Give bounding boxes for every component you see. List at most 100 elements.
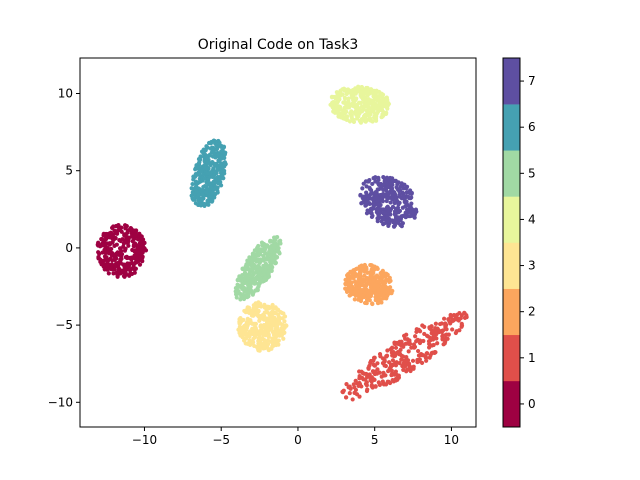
scatter-point [372,355,377,360]
scatter-point [202,176,207,181]
scatter-point [364,388,370,394]
scatter-point [133,233,138,238]
scatter-point [118,246,123,251]
scatter-point [105,259,110,264]
scatter-point [343,277,348,282]
scatter-point [391,224,397,229]
scatter-point [277,333,282,338]
scatter-point [254,306,259,312]
scatter-point [215,145,220,150]
plot-frame [79,57,477,428]
scatter-point [369,379,374,384]
scatter-point [347,279,352,284]
scatter-point [427,335,433,340]
scatter-point [201,201,207,207]
scatter-point [261,258,266,263]
scatter-point [257,252,263,257]
scatter-point [234,295,239,300]
scatter-point [369,190,374,195]
scatter-point [403,341,408,346]
scatter-point [373,384,378,389]
scatter-point [353,289,358,294]
scatter-point [262,346,267,351]
colorbar-segment [503,288,520,336]
scatter-point [109,262,115,267]
scatter-point [409,201,414,206]
scatter-point [348,269,353,274]
scatter-point [404,355,409,360]
scatter-point [199,169,204,174]
scatter-point [364,371,369,377]
scatter-point [390,196,395,202]
scatter-point [404,358,409,363]
scatter-point [215,190,220,195]
scatter-point [271,311,276,316]
scatter-point [131,261,136,266]
scatter-point [365,276,370,281]
scatter-point [421,353,426,358]
scatter-point [388,175,393,181]
scatter-point [346,96,351,101]
scatter-point [351,382,356,387]
scatter-point [196,192,201,197]
scatter-point [356,84,361,89]
scatter-point [124,224,129,229]
scatter-point [250,292,255,297]
scatter-point [261,269,266,275]
scatter-point [374,275,379,280]
scatter-point [447,319,452,324]
scatter-point [464,315,469,320]
scatter-point [103,237,109,242]
scatter-point [386,379,391,384]
scatter-point [409,345,414,350]
scatter-point [433,329,438,334]
scatter-point [105,231,110,237]
scatter-point [201,184,206,190]
scatter-point [223,161,228,167]
scatter-point [260,336,265,342]
scatter-point [371,176,376,181]
scatter-point [354,266,359,271]
scatter-point [392,200,397,206]
scatter-point [104,255,109,260]
cluster-4 [328,84,391,125]
scatter-point [389,186,395,191]
scatter-point [369,214,375,220]
scatter-point [404,186,409,191]
scatter-point [398,184,403,189]
scatter-point [273,305,278,310]
scatter-point [217,140,222,145]
scatter-point [440,333,445,338]
y-tick-label: 10 [58,87,73,101]
scatter-point [371,201,376,207]
scatter-point [247,286,253,291]
scatter-point [269,324,274,330]
scatter-point [276,314,281,319]
scatter-point [422,324,427,329]
scatter-point [193,171,198,177]
scatter-point [344,381,349,387]
scatter-point [237,330,242,336]
scatter-point [416,359,421,364]
scatter-point [247,330,252,335]
scatter-point [394,372,399,378]
scatter-point [415,348,421,354]
scatter-point [358,298,364,304]
scatter-point [222,152,227,157]
scatter-point [412,215,417,220]
scatter-point [270,336,275,341]
scatter-point [403,210,408,215]
cluster-7 [358,175,419,229]
scatter-point [247,272,253,277]
scatter-point [131,242,137,248]
scatter-point [256,243,261,249]
scatter-point [380,199,385,204]
scatter-point [353,387,359,393]
scatter-point [383,284,388,290]
scatter-point [101,231,106,236]
scatter-point [352,110,357,115]
scatter-point [206,180,211,185]
scatter-point [251,313,256,318]
scatter-point [99,262,104,267]
